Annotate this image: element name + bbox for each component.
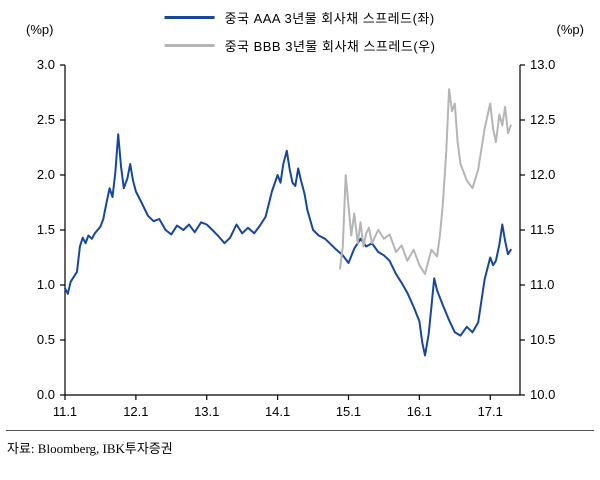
left-axis-tick-label: 2.5 [37, 112, 55, 127]
x-axis-tick-label: 17.1 [478, 404, 503, 419]
legend-item-aaa: 중국 AAA 3년물 회사채 스프레드(좌) [164, 8, 436, 27]
source-note: 자료: Bloomberg, IBK투자증권 [7, 441, 173, 456]
aaa-line-swatch-icon [164, 16, 215, 19]
right-axis-tick-label: 11.5 [530, 222, 554, 237]
legend-label-bbb: 중국 BBB 3년물 회사채 스프레드(우) [224, 39, 436, 54]
right-axis-tick-label: 10.5 [530, 332, 555, 347]
x-axis-tick-label: 15.1 [336, 404, 361, 419]
left-axis-tick-label: 2.0 [37, 167, 55, 182]
left-axis-tick-label: 1.0 [37, 277, 55, 292]
right-axis-tick-label: 12.5 [530, 112, 555, 127]
left-axis-tick-label: 3.0 [37, 57, 55, 72]
right-axis-unit-label: (%p) [556, 22, 584, 37]
legend: 중국 AAA 3년물 회사채 스프레드(좌) 중국 BBB 3년물 회사채 스프… [164, 8, 436, 55]
left-axis-tick-label: 0.0 [37, 387, 55, 402]
x-axis-tick-label: 14.1 [265, 404, 290, 419]
right-axis-tick-label: 10.0 [530, 387, 555, 402]
x-axis-tick-label: 13.1 [194, 404, 219, 419]
left-axis-tick-label: 0.5 [37, 332, 55, 347]
right-axis-tick-label: 11.0 [530, 277, 554, 292]
x-axis-tick-label: 16.1 [407, 404, 432, 419]
bbb-line-swatch-icon [164, 44, 215, 47]
x-axis-tick-label: 11.1 [53, 404, 77, 419]
legend-label-aaa: 중국 AAA 3년물 회사채 스프레드(좌) [224, 11, 435, 26]
series-line-bbb [339, 88, 512, 275]
legend-item-bbb: 중국 BBB 3년물 회사채 스프레드(우) [164, 36, 436, 55]
right-axis-tick-label: 13.0 [530, 57, 555, 72]
series-line-aaa [64, 133, 512, 357]
x-axis-tick-label: 12.1 [123, 404, 148, 419]
footer-divider [6, 430, 594, 431]
left-axis-tick-label: 1.5 [37, 222, 55, 237]
right-axis-tick-label: 12.0 [530, 167, 555, 182]
left-axis-unit-label: (%p) [26, 22, 54, 37]
